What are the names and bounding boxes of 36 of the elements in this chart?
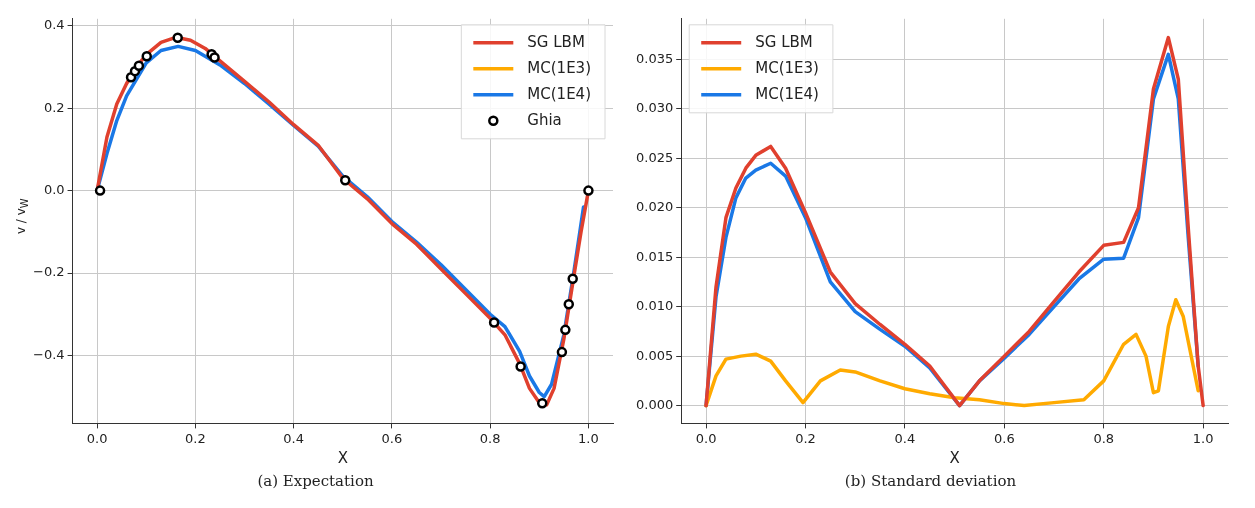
legend-label: MC(1E4) bbox=[755, 84, 819, 103]
y-tick-label: 0.030 bbox=[636, 100, 674, 116]
legend-label: Ghia bbox=[527, 110, 562, 129]
x-axis-title: X bbox=[949, 448, 960, 467]
x-tick-label: 0.0 bbox=[695, 430, 717, 446]
y-tick-label: 0.2 bbox=[43, 99, 65, 115]
y-tick-label: −0.2 bbox=[32, 264, 65, 280]
y-tick-label: 0.025 bbox=[636, 149, 674, 165]
y-tick-label: 0.4 bbox=[43, 17, 65, 33]
x-tick-label: 1.0 bbox=[1192, 430, 1214, 446]
y-tick-label: 0.010 bbox=[636, 298, 674, 314]
x-axis-title: X bbox=[337, 448, 348, 467]
y-tick-label: −0.4 bbox=[32, 346, 65, 362]
x-tick-label: 0.8 bbox=[1093, 430, 1115, 446]
legend-label: MC(1E3) bbox=[527, 58, 591, 77]
x-tick-label: 0.8 bbox=[479, 430, 501, 446]
y-tick-label: 0.0 bbox=[43, 181, 65, 197]
text: (b) Standard deviation bbox=[843, 472, 1018, 490]
legend-label: MC(1E4) bbox=[527, 84, 591, 103]
y-tick-label: 0.000 bbox=[636, 396, 674, 412]
y-tick-label: 0.035 bbox=[636, 50, 674, 66]
legend-label: MC(1E3) bbox=[755, 58, 819, 77]
x-tick-label: 0.2 bbox=[185, 430, 206, 446]
y-tick-label: 0.005 bbox=[636, 347, 674, 363]
y-tick-label: 0.020 bbox=[636, 199, 674, 215]
x-tick-label: 1.0 bbox=[578, 430, 599, 446]
x-tick-label: 0.4 bbox=[894, 430, 916, 446]
x-tick-label: 0.6 bbox=[381, 430, 403, 446]
y-tick-label: 0.015 bbox=[636, 248, 674, 264]
x-tick-label: 0.4 bbox=[283, 430, 304, 446]
legend-label: SG LBM bbox=[755, 32, 813, 51]
x-tick-label: 0.6 bbox=[993, 430, 1015, 446]
text: (a) Expectation bbox=[256, 472, 375, 490]
legend-label: SG LBM bbox=[527, 32, 585, 51]
x-tick-label: 0.2 bbox=[795, 430, 816, 446]
x-tick-label: 0.0 bbox=[86, 430, 108, 446]
